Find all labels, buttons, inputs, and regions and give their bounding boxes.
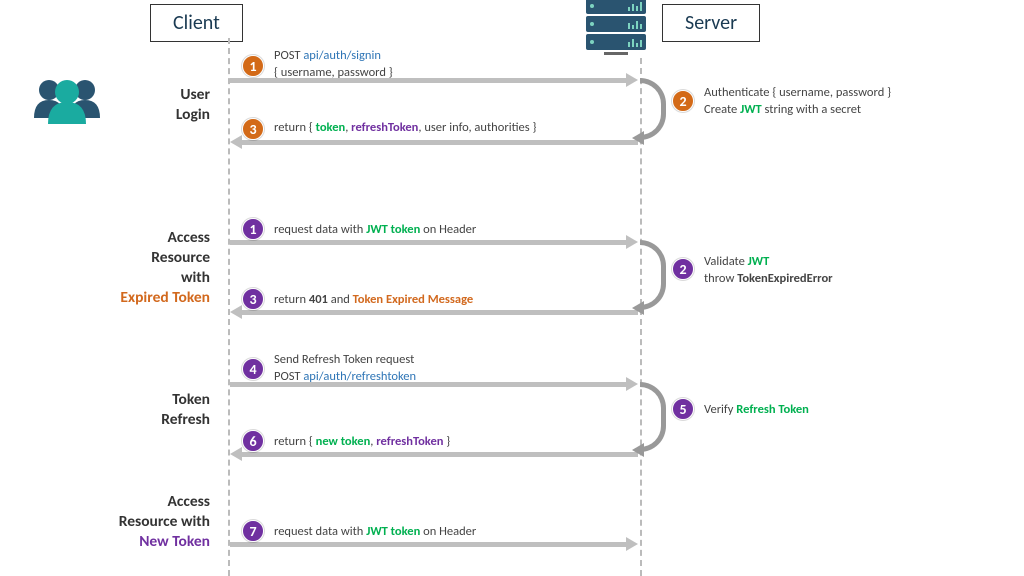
message-7: Send Refresh Token requestPOST api/auth/… [274, 352, 416, 386]
message-4: request data with JWT token on Header [274, 222, 476, 239]
arrow-3 [230, 240, 630, 245]
step-badge-4: 1 [242, 218, 264, 240]
server-curve-1 [640, 78, 666, 140]
server-curve-2 [640, 240, 666, 310]
users-icon [32, 72, 102, 134]
arrow-7 [230, 542, 630, 547]
client-header: Client [150, 4, 243, 42]
message-1: POST api/auth/signin{ username, password… [274, 48, 393, 82]
sequence-diagram: Client Server UserLogin AccessResourcewit… [0, 0, 1024, 576]
arrow-2 [238, 140, 638, 145]
message-3: return { token, refreshToken, user info,… [274, 120, 536, 137]
step-badge-10: 7 [242, 520, 264, 542]
step-badge-8: 5 [672, 398, 694, 420]
message-2: Authenticate { username, password }Creat… [704, 85, 891, 119]
step-badge-7: 4 [242, 358, 264, 380]
step-badge-9: 6 [242, 430, 264, 452]
step-badge-3: 3 [242, 118, 264, 140]
section-label-access-new: AccessResource withNew Token [119, 492, 210, 552]
server-curve-3 [640, 382, 666, 452]
section-label-token-refresh: TokenRefresh [161, 390, 210, 430]
message-5: Validate JWTthrow TokenExpiredError [704, 254, 833, 288]
message-6: return 401 and Token Expired Message [274, 292, 473, 309]
step-badge-6: 3 [242, 288, 264, 310]
server-header: Server [662, 4, 760, 42]
message-8: Verify Refresh Token [704, 402, 809, 419]
server-icon [586, 0, 646, 55]
arrow-6 [238, 452, 638, 457]
section-label-user-login: UserLogin [176, 85, 210, 125]
step-badge-5: 2 [672, 258, 694, 280]
step-badge-1: 1 [242, 55, 264, 77]
message-9: return { new token, refreshToken } [274, 434, 450, 451]
section-label-access-expired: AccessResourcewithExpired Token [120, 228, 210, 309]
arrow-4 [238, 310, 638, 315]
message-10: request data with JWT token on Header [274, 524, 476, 541]
step-badge-2: 2 [672, 90, 694, 112]
